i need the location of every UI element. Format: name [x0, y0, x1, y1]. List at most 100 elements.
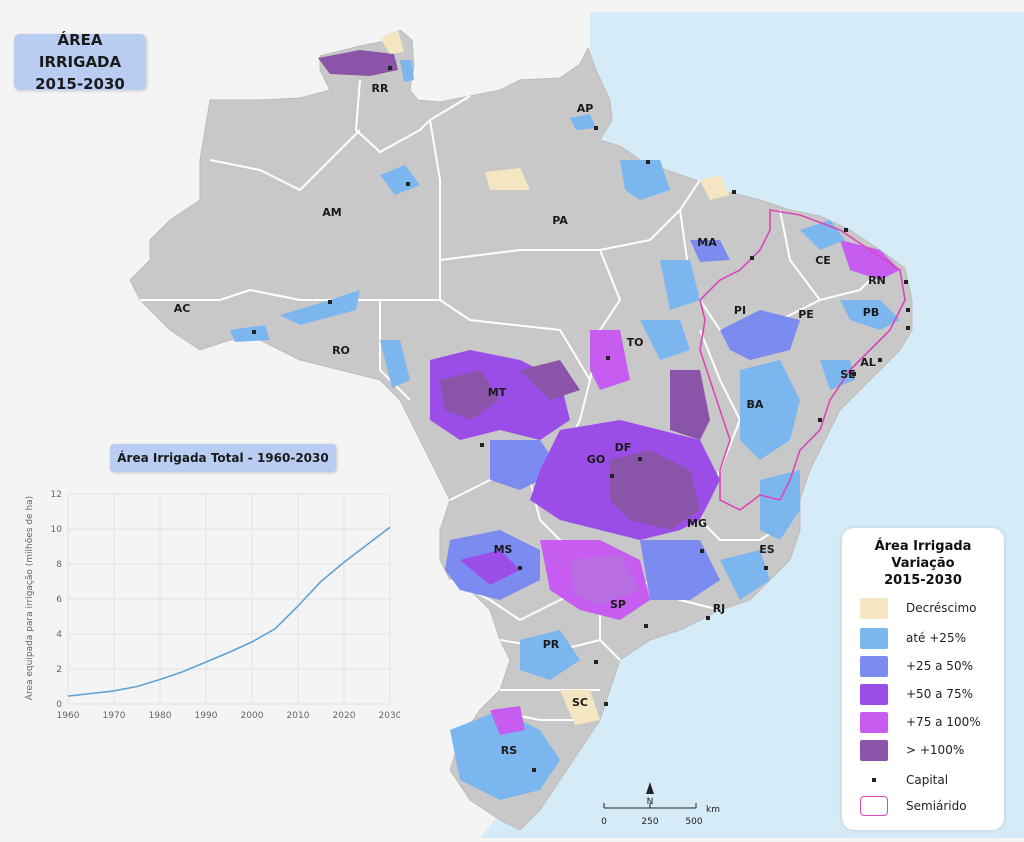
- legend-swatch: [860, 712, 888, 733]
- capital-marker: [606, 356, 610, 360]
- legend-title-line3: 2015-2030: [884, 573, 962, 588]
- legend-item: > +100%: [860, 740, 1000, 762]
- scale-tick-0: 0: [601, 817, 607, 827]
- state-label-pe: PE: [798, 308, 814, 321]
- state-label-ro: RO: [332, 344, 350, 357]
- chart-y-ticks: 0 2 4 6 8 10 12: [51, 490, 63, 710]
- chart-x-tick-label: 1980: [149, 711, 172, 720]
- capital-dot-icon: [872, 778, 876, 782]
- capital-marker: [610, 474, 614, 478]
- north-arrow-icon: N: [646, 782, 654, 807]
- state-label-ap: AP: [577, 102, 594, 115]
- legend-label: até +25%: [906, 631, 966, 645]
- chart-y-tick-label: 10: [51, 525, 63, 535]
- legend-label: +75 a 100%: [906, 715, 981, 729]
- capital-marker: [904, 280, 908, 284]
- scale-tick-500: 500: [685, 817, 702, 827]
- legend-label: +25 a 50%: [906, 659, 973, 673]
- state-label-rn: RN: [868, 274, 886, 287]
- chart-y-tick-label: 8: [56, 560, 62, 570]
- scale-tick-250: 250: [641, 817, 658, 827]
- state-label-se: SE: [840, 368, 855, 381]
- state-label-pi: PI: [734, 304, 746, 317]
- capital-marker: [750, 256, 754, 260]
- legend-item: +25 a 50%: [860, 656, 1000, 678]
- legend-title-line1: Área Irrigada: [874, 539, 972, 554]
- irrigation-patches: [230, 30, 900, 800]
- legend-item: Semiárido: [860, 796, 1000, 818]
- capital-marker: [406, 182, 410, 186]
- legend-item: +50 a 75%: [860, 684, 1000, 706]
- map-title: ÁREA IRRIGADA 2015-2030: [14, 31, 146, 93]
- capital-marker: [646, 160, 650, 164]
- capital-marker: [844, 228, 848, 232]
- state-label-mt: MT: [488, 386, 507, 399]
- capital-marker: [252, 330, 256, 334]
- legend-swatch: [860, 628, 888, 649]
- capital-marker-icon: [860, 770, 888, 791]
- state-label-ac: AC: [174, 302, 191, 315]
- legend-swatch: [860, 740, 888, 761]
- chart-x-tick-label: 2020: [333, 711, 356, 720]
- legend-swatch: [860, 684, 888, 705]
- capital-marker: [644, 624, 648, 628]
- legend-label: > +100%: [906, 743, 965, 757]
- legend-item: +75 a 100%: [860, 712, 1000, 734]
- capital-marker: [852, 372, 856, 376]
- state-label-mg: MG: [687, 517, 707, 530]
- chart-y-tick-label: 12: [51, 490, 62, 500]
- capital-marker: [818, 418, 822, 422]
- legend-label: Decréscimo: [906, 601, 977, 615]
- semiarid-outline-icon: [860, 796, 888, 816]
- legend-swatch: [860, 656, 888, 677]
- state-label-es: ES: [759, 543, 775, 556]
- chart-x-tick-label: 2010: [287, 711, 310, 720]
- state-label-ba: BA: [747, 398, 764, 411]
- chart-x-tick-label: 1960: [57, 711, 80, 720]
- state-label-rs: RS: [501, 744, 517, 757]
- state-label-pr: PR: [543, 638, 560, 651]
- legend-label: Semiárido: [906, 799, 967, 813]
- state-label-pa: PA: [552, 214, 568, 227]
- state-label-df: DF: [615, 441, 632, 454]
- legend-title: Área Irrigada Variação 2015-2030: [842, 538, 1004, 589]
- capital-marker: [906, 308, 910, 312]
- state-label-ma: MA: [697, 236, 717, 249]
- capital-marker: [480, 443, 484, 447]
- state-label-am: AM: [322, 206, 341, 219]
- capital-marker: [518, 566, 522, 570]
- chart-x-tick-label: 1990: [195, 711, 218, 720]
- state-label-al: AL: [860, 356, 876, 369]
- chart-x-tick-label: 2030: [379, 711, 400, 720]
- state-label-ce: CE: [815, 254, 831, 267]
- capital-marker: [732, 190, 736, 194]
- legend-item: até +25%: [860, 628, 1000, 650]
- chart-y-tick-label: 0: [56, 700, 62, 710]
- north-label: N: [647, 797, 654, 807]
- state-label-pb: PB: [863, 306, 879, 319]
- state-label-sp: SP: [610, 598, 626, 611]
- legend-title-line2: Variação: [891, 556, 955, 571]
- map-title-line1: ÁREA IRRIGADA: [38, 31, 122, 71]
- legend-label: Capital: [906, 773, 949, 787]
- line-chart: 0 2 4 6 8 10 12 1960 1970 1980 1990 2000 2010 2020 20…: [23, 490, 400, 720]
- state-label-rj: RJ: [713, 602, 726, 615]
- capital-marker: [594, 660, 598, 664]
- capital-markers: [252, 66, 910, 772]
- state-label-go: GO: [587, 453, 605, 466]
- chart-title: Área Irrigada Total - 1960-2030: [110, 444, 336, 472]
- legend-item: Capital: [860, 770, 1000, 792]
- scale-unit: km: [706, 805, 720, 815]
- state-label-ms: MS: [494, 543, 513, 556]
- scale-bar: 0 250 500 km N: [601, 782, 720, 827]
- capital-marker: [604, 702, 608, 706]
- state-labels: RR AP AM PA MA CE RN PB PI PE AL SE AC RO TO MT BA DF GO MG…: [174, 82, 886, 757]
- chart-grid: [67, 493, 391, 705]
- capital-marker: [638, 457, 642, 461]
- chart-y-tick-label: 4: [56, 630, 62, 640]
- capital-marker: [594, 126, 598, 130]
- state-label-rr: RR: [372, 82, 389, 95]
- capital-marker: [388, 66, 392, 70]
- capital-marker: [906, 326, 910, 330]
- map-title-line2: 2015-2030: [35, 75, 125, 93]
